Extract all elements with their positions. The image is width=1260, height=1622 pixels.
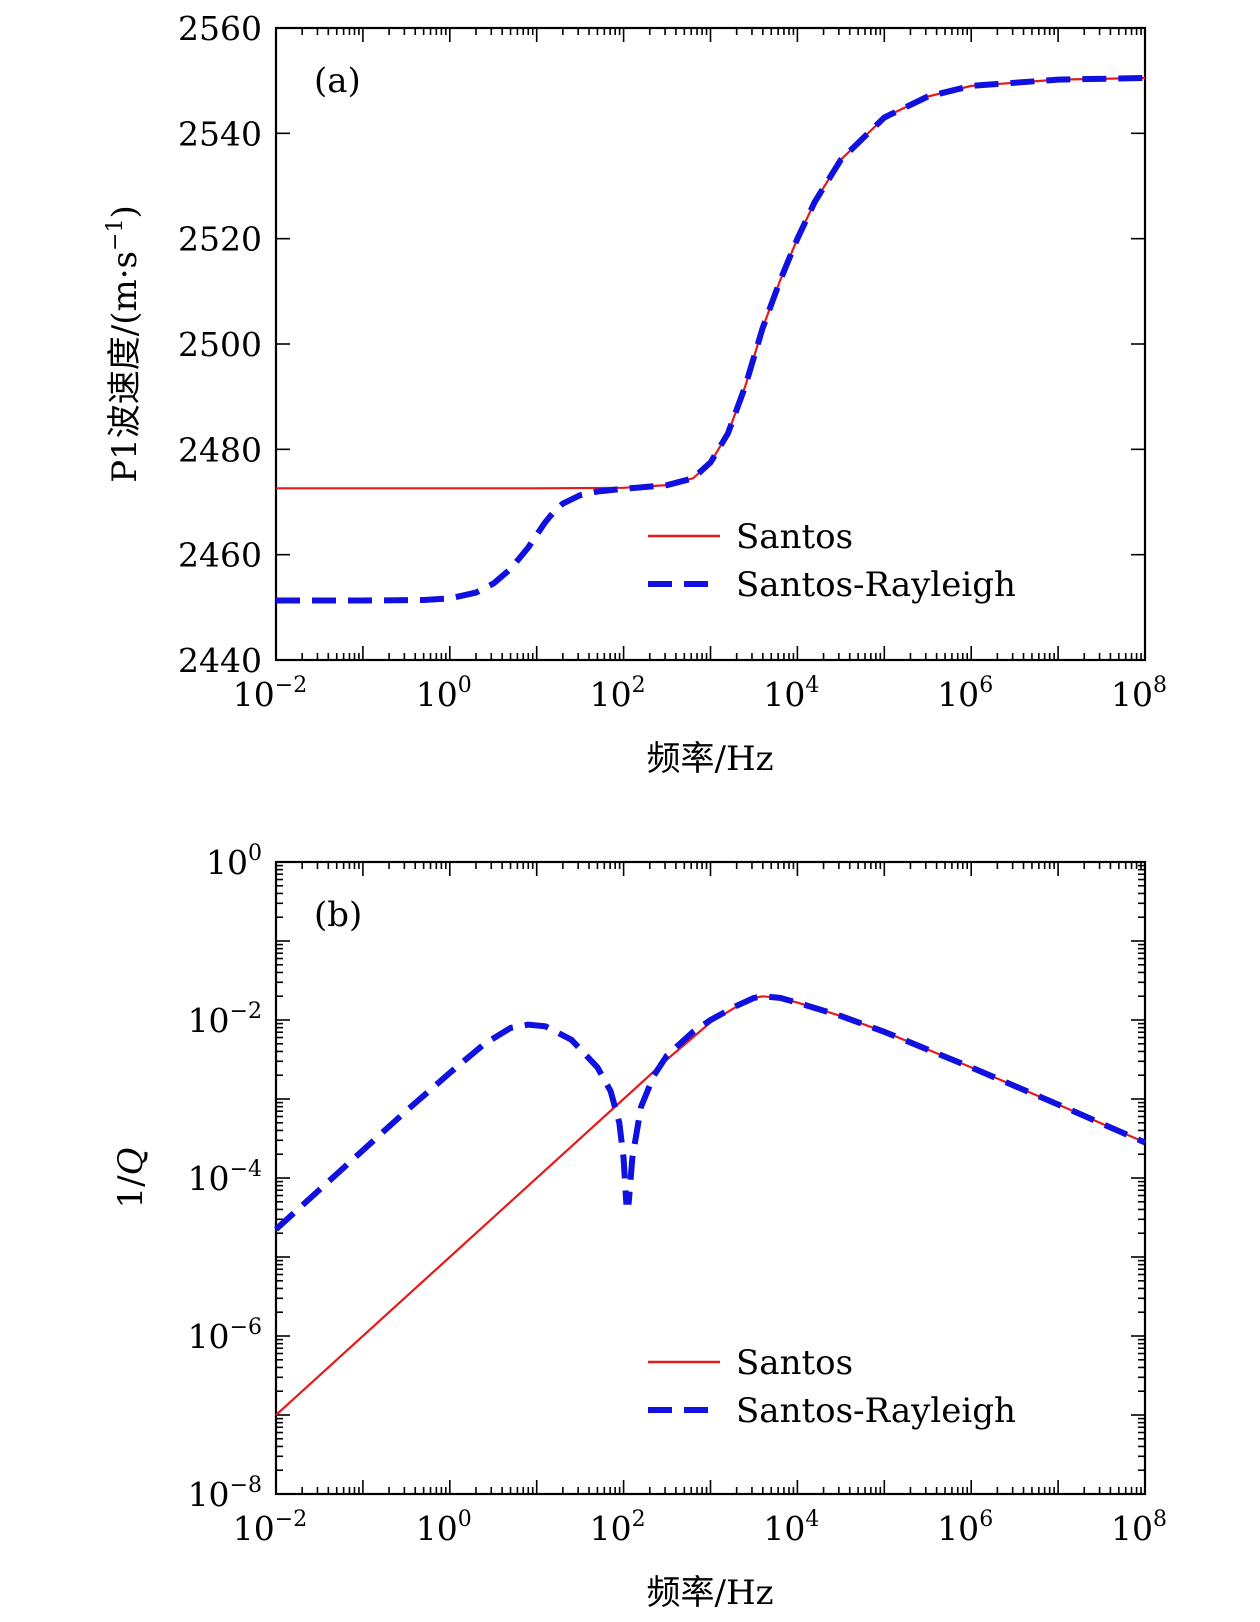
panel-b-label: (b) <box>314 895 362 935</box>
y-tick-label: 10−4 <box>188 1157 262 1198</box>
x-tick-label: 108 <box>1111 673 1167 714</box>
y-tick-label: 2500 <box>178 325 262 364</box>
y-tick-label: 10−8 <box>188 1473 262 1514</box>
x-tick-label: 106 <box>937 1507 993 1548</box>
panel-b-series-santos-rayleigh-line <box>273 993 1147 1232</box>
panel-a-legend-santos: Santos <box>736 517 853 557</box>
x-tick-label: 108 <box>1111 1507 1167 1548</box>
y-tick-label: 2480 <box>178 430 262 469</box>
y-tick-label: 2440 <box>178 641 262 680</box>
panel-a-label: (a) <box>314 61 361 101</box>
panel-a-ylabel: P1波速度/(m·s−1) <box>103 205 145 482</box>
y-tick-label: 100 <box>206 841 262 882</box>
panel-b-tick-labels: 10−2 100 102 104 106 108 10−8 10−6 10−4 10−2 100 <box>188 841 1167 1548</box>
panel-a-legend-rayleigh: Santos-Rayleigh <box>736 565 1016 605</box>
panel-b-ticks <box>275 861 1146 1495</box>
panel-b-series <box>273 993 1147 1416</box>
x-tick-label: 10−2 <box>233 1507 307 1548</box>
panel-a-legend: Santos Santos-Rayleigh <box>648 517 1016 605</box>
panel-a-ticks <box>275 27 1146 661</box>
panel-b-ylabel: 1/Q <box>111 1148 151 1209</box>
y-tick-label: 2520 <box>178 220 262 259</box>
x-tick-label: 106 <box>937 673 993 714</box>
x-tick-label: 102 <box>590 1507 646 1548</box>
panel-b-legend: Santos Santos-Rayleigh <box>648 1343 1016 1431</box>
panel-a-tick-labels: 10−2 100 102 104 106 108 2440 2460 2480 2500 2520 2… <box>178 9 1167 714</box>
panel-a-series <box>276 75 1146 604</box>
x-tick-label: 10−2 <box>233 673 307 714</box>
x-tick-label: 100 <box>416 1507 472 1548</box>
x-tick-label: 100 <box>416 673 472 714</box>
panel-a-series-santos-rayleigh-line <box>276 75 1146 604</box>
y-tick-label: 10−2 <box>188 999 262 1040</box>
y-tick-label: 10−6 <box>188 1315 262 1356</box>
y-tick-label: 2540 <box>178 114 262 153</box>
panel-a-series-santos-line <box>276 76 1146 490</box>
x-tick-label: 104 <box>763 673 819 714</box>
panel-a: 10−2 100 102 104 106 108 2440 2460 2480 2500 2520 2… <box>103 9 1167 779</box>
panel-b-series-santos-line <box>275 995 1146 1416</box>
y-tick-label: 2560 <box>178 9 262 48</box>
panel-a-xlabel: 频率/Hz <box>646 739 773 779</box>
panel-b-legend-rayleigh: Santos-Rayleigh <box>736 1391 1016 1431</box>
panel-b: 10−2 100 102 104 106 108 10−8 10−6 10−4 10−2 100 (… <box>111 841 1167 1613</box>
panel-b-legend-santos: Santos <box>736 1343 853 1383</box>
panel-b-xlabel: 频率/Hz <box>646 1573 773 1613</box>
x-tick-label: 102 <box>590 673 646 714</box>
y-tick-label: 2460 <box>178 536 262 575</box>
x-tick-label: 104 <box>763 1507 819 1548</box>
